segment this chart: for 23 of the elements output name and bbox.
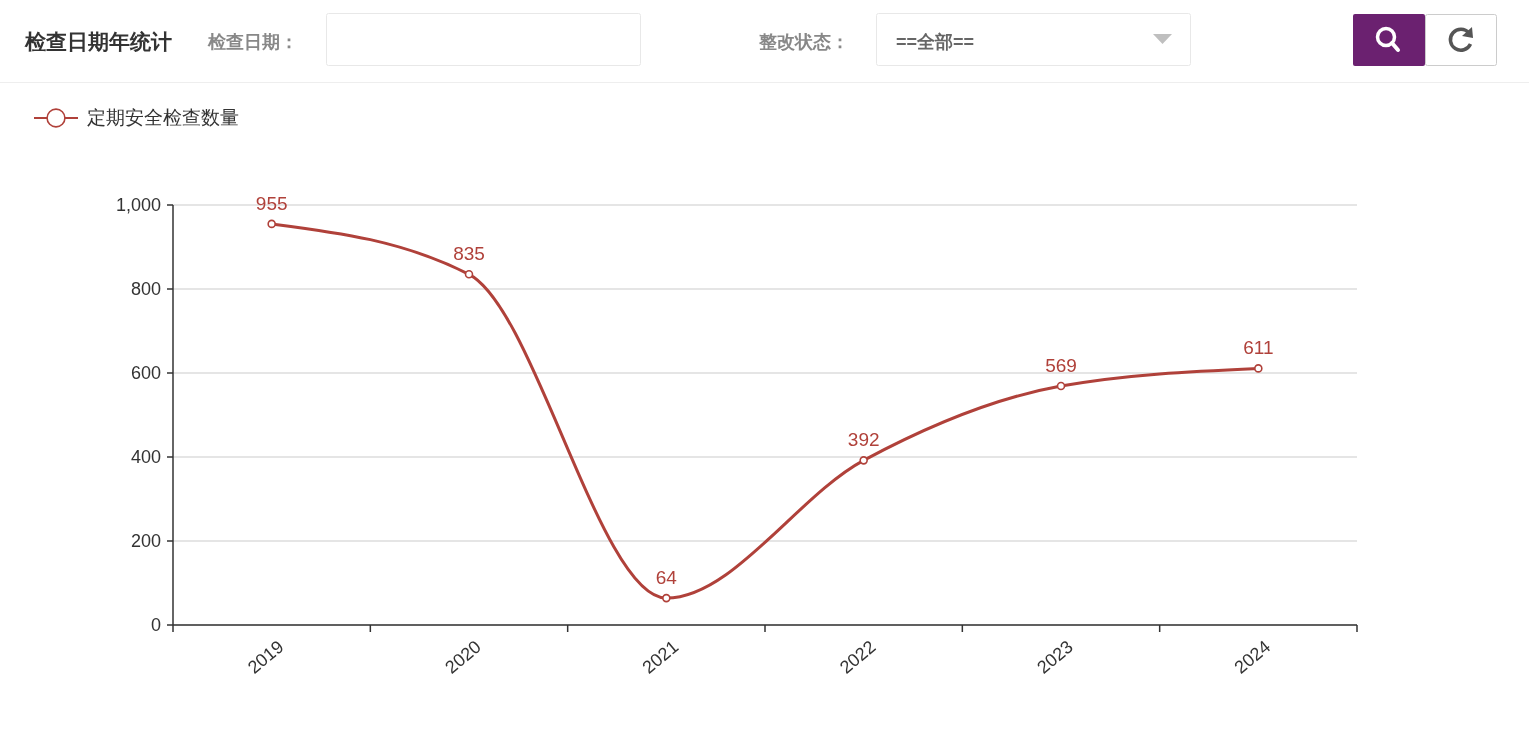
point xyxy=(464,270,474,279)
chart-title: 检查日期年统计 xyxy=(24,30,172,53)
point xyxy=(267,219,276,229)
y-tick-label: 400 xyxy=(130,447,161,467)
y-tick-label: 800 xyxy=(130,279,161,299)
point xyxy=(859,456,868,465)
y-tick-label: 600 xyxy=(130,363,161,383)
data-label: 569 xyxy=(1045,355,1077,377)
y-tick-label: 0 xyxy=(150,615,161,635)
legend-label: 定期安全检查数量 xyxy=(87,107,239,128)
y-tick-label: 1,000 xyxy=(115,195,161,215)
point xyxy=(1056,381,1066,391)
text: ==全部== xyxy=(896,32,975,52)
data-label: 392 xyxy=(847,429,880,451)
text: 整改状态： xyxy=(758,32,849,52)
data-label: 64 xyxy=(655,567,678,589)
point xyxy=(662,593,671,603)
data-label: 611 xyxy=(1243,337,1274,359)
y-tick-label: 200 xyxy=(130,531,161,551)
data-label: 955 xyxy=(255,192,288,214)
data-label: 835 xyxy=(453,243,485,265)
point xyxy=(1254,364,1263,373)
text: 检查日期： xyxy=(207,32,298,52)
